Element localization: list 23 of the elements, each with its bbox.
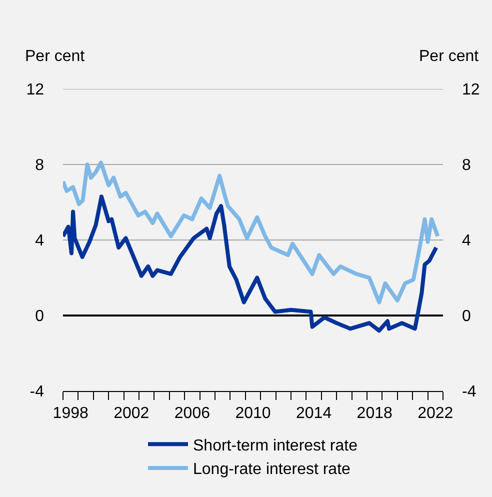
x-tick-label: 2010	[235, 405, 271, 422]
x-tick-label: 2018	[356, 405, 392, 422]
y-tick-label: -4	[30, 384, 44, 401]
y-tick-label: 8	[35, 157, 44, 174]
y2-tick-label: -4	[462, 384, 476, 401]
x-tick-label: 2022	[418, 405, 454, 422]
y2-axis-title: Per cent	[419, 48, 480, 65]
line-series	[63, 194, 438, 333]
y2-tick-label: 8	[462, 157, 471, 174]
x-tick-label: 1998	[52, 405, 88, 422]
legend-label: Short-term interest rate	[193, 437, 358, 454]
y-tick-label: 4	[35, 232, 44, 250]
line-series	[63, 160, 440, 304]
x-tick-label: 2006	[174, 405, 210, 422]
y2-tick-label: 4	[462, 232, 471, 250]
y2-tick-label: 0	[462, 308, 471, 326]
y-axis-title: Per cent	[25, 48, 86, 65]
y-tick-label: 0	[35, 308, 44, 326]
y2-tick-label: 12	[462, 82, 480, 99]
y-tick-label: 12	[26, 82, 44, 99]
x-tick-label: 2014	[296, 405, 332, 422]
legend-label: Long-rate interest rate	[193, 461, 351, 478]
x-tick-label: 2002	[114, 405, 150, 422]
